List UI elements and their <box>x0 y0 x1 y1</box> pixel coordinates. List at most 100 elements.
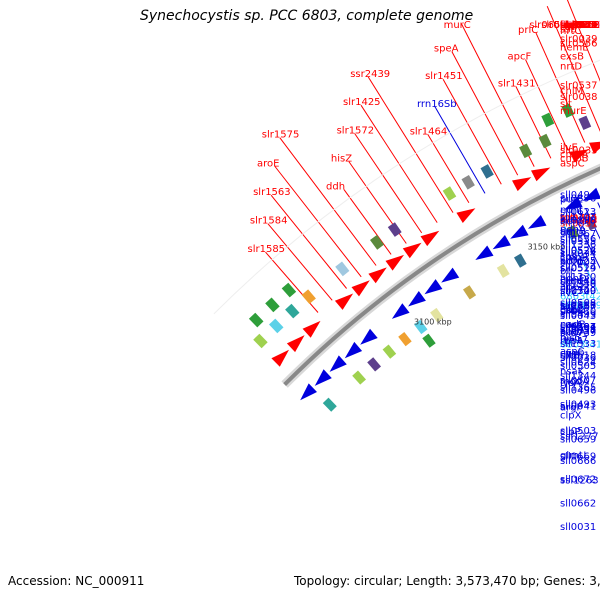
cog-block-forward <box>335 261 350 277</box>
cog-block-forward <box>519 143 533 159</box>
gene-label: nadB <box>560 320 586 331</box>
gene-label: slr1584 <box>250 216 288 227</box>
gene-label: murC <box>444 20 471 31</box>
gene-label: slr0655 <box>529 20 567 31</box>
gene-label: slr0042 <box>560 20 598 31</box>
gene-label: slr0556 <box>560 38 598 49</box>
green-marker <box>422 333 436 348</box>
gene-label: sll0043 <box>560 311 596 322</box>
gene-label: slr1431 <box>498 78 536 89</box>
gene-label: sll0525 <box>560 236 596 247</box>
gene-label: sll0659 <box>560 435 596 446</box>
gene-label: sll0536 <box>560 234 596 245</box>
cog-block-reverse <box>584 216 597 231</box>
gene-label: sll1340 <box>560 279 596 290</box>
gene-label: slr0038 <box>560 92 598 103</box>
gene-label: clpP <box>560 427 581 438</box>
leader-line <box>343 189 392 255</box>
forward-gene-arrow <box>456 208 476 223</box>
gene-label: sll0740 <box>560 286 596 297</box>
gene-label: sll0495 <box>560 325 596 336</box>
gene-label: sll0040 <box>560 276 596 287</box>
cog-block-reverse <box>322 397 337 412</box>
gene-label: ubiA <box>560 20 582 31</box>
gene-label: ndhG <box>560 217 587 228</box>
gene-label: slr0541 <box>560 20 598 31</box>
gene-label: tgt <box>560 212 574 223</box>
gene-label: sll0499 <box>560 310 596 321</box>
gene-label: fus <box>560 20 575 31</box>
gene-label: lysA <box>560 378 581 389</box>
gene-label: 6803t41 <box>560 340 600 351</box>
gene-label: sbpA <box>560 20 585 31</box>
reverse-gene-arrow <box>424 279 443 295</box>
gene-label: ilvE <box>560 143 578 154</box>
gene-label: lysC <box>560 20 581 31</box>
gene-label: slr1572 <box>337 125 375 136</box>
gene-label: sll2667 <box>560 302 596 313</box>
gene-label: sll0509 <box>560 286 596 297</box>
gene-label: tig <box>560 228 573 239</box>
gene-label: trpB <box>560 20 581 31</box>
leader-line <box>535 32 586 143</box>
gene-label: slr0537 <box>560 80 598 91</box>
reverse-gene-arrow <box>528 215 547 229</box>
gene-label: slr1429 <box>560 20 598 31</box>
reverse-gene-arrow <box>510 224 529 239</box>
gene-label: sll0666 <box>560 456 596 467</box>
topology-label: Topology: circular; Length: 3,573,470 bp… <box>294 574 600 588</box>
leader-line <box>434 106 486 194</box>
gene-label: slr0929 <box>560 20 598 31</box>
gene-label: clpX <box>560 410 582 421</box>
gene-label: asnC <box>560 347 585 358</box>
gene-label: slr0551 <box>560 20 598 31</box>
cog-block-forward <box>442 186 457 201</box>
gene-label: slr0554 <box>560 20 598 31</box>
gene-label: nsaK <box>560 366 585 377</box>
green-marker <box>561 103 575 118</box>
gene-label: slr1563 <box>253 187 291 198</box>
gene-label: sll0041 <box>560 401 596 412</box>
gene-label: slt <box>560 99 572 110</box>
gene-label: sll1365 <box>560 382 596 393</box>
gene-label: slr1464 <box>410 126 448 137</box>
gene-label: slr0553 <box>560 20 598 31</box>
gene-label: slr1419 <box>560 20 598 31</box>
gene-label: ndhA <box>560 224 586 235</box>
reverse-gene-arrow <box>475 245 494 260</box>
gene-label: slr0664 <box>541 20 579 31</box>
forward-gene-arrow <box>351 280 370 297</box>
gene-label: ddh <box>326 182 345 193</box>
cog-block-reverse <box>514 253 527 268</box>
feature-rings <box>248 103 600 412</box>
cog-block-forward <box>480 164 494 179</box>
gene-label: 6803t39 <box>560 301 600 312</box>
cog-block-reverse <box>382 344 397 359</box>
gene-label: ssl1277 <box>560 432 599 443</box>
gene-label: ndhE <box>560 257 585 268</box>
reverse-gene-arrow <box>300 383 317 401</box>
gene-label: exsB <box>560 52 584 63</box>
gene-label: pyrD <box>560 20 584 31</box>
gene-label: chlM <box>560 86 583 97</box>
gene-label: sll0505 <box>560 361 596 372</box>
gene-label: slr0529 <box>560 20 598 31</box>
cog-block-forward <box>269 318 284 334</box>
gene-label: slr1575 <box>262 130 300 141</box>
cog-block-forward <box>370 234 384 250</box>
cog-block-forward <box>301 289 316 304</box>
gene-label: psbD2 <box>560 20 592 31</box>
gene-label: ssr2439 <box>350 69 390 80</box>
gene-label: sll0031 <box>560 522 596 533</box>
gene-label: sll1334 <box>560 322 596 333</box>
gene-label: nadA <box>560 327 586 338</box>
leader-line <box>279 137 377 266</box>
gene-label: sll1344 <box>560 371 596 382</box>
leader-line <box>561 219 599 292</box>
leader-line <box>427 134 470 204</box>
gene-label: sll1338 <box>560 279 596 290</box>
gene-label: aspC <box>560 159 585 170</box>
gene-label: cmpR <box>560 253 589 264</box>
leader-line <box>267 223 333 301</box>
